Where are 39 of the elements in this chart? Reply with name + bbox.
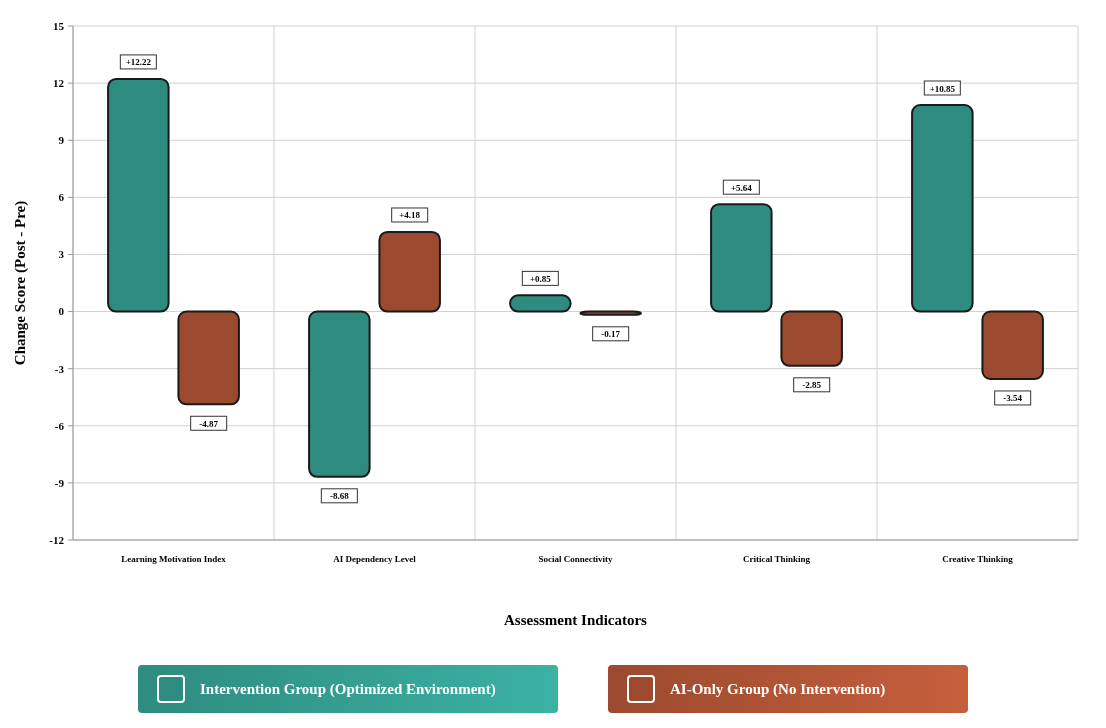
data-label: -4.87 (199, 418, 219, 429)
bar (308, 310, 371, 478)
data-label: +12.22 (125, 57, 152, 68)
bar (509, 294, 572, 313)
y-tick-label: 3 (58, 248, 65, 261)
bar (911, 104, 974, 313)
bar (780, 310, 843, 367)
bar (107, 77, 170, 313)
data-label: -3.54 (1003, 393, 1023, 404)
data-label: +10.85 (929, 83, 956, 94)
legend-label: AI-Only Group (No Intervention) (670, 681, 886, 698)
bar (177, 310, 240, 406)
x-tick-label: Creative Thinking (942, 554, 1014, 564)
y-tick-label: -3 (54, 362, 65, 375)
y-tick-label: 0 (58, 305, 65, 318)
data-label: -2.85 (802, 380, 822, 391)
data-label: +5.64 (730, 182, 753, 193)
bar (579, 310, 642, 316)
bar (981, 310, 1044, 380)
bar (378, 230, 441, 313)
data-label: -8.68 (329, 491, 350, 502)
x-tick-label: AI Dependency Level (333, 554, 417, 564)
y-tick-label: 9 (58, 134, 65, 147)
y-tick-label: -9 (54, 476, 65, 489)
x-tick-label: Critical Thinking (742, 554, 811, 564)
data-label: -0.17 (601, 329, 621, 340)
x-tick-label: Social Connectivity (538, 554, 614, 564)
x-tick-label: Learning Motivation Index (121, 554, 227, 564)
data-label: +4.18 (399, 210, 421, 221)
x-axis-title: Assessment Indicators (504, 612, 648, 628)
y-tick-label: 15 (53, 19, 65, 32)
y-axis-title: Change Score (Post - Pre) (12, 200, 29, 366)
y-tick-label: -6 (54, 419, 65, 432)
y-tick-label: 12 (53, 76, 65, 89)
legend-label: Intervention Group (Optimized Environment) (200, 681, 496, 698)
y-tick-label: -12 (49, 533, 65, 546)
y-tick-label: 6 (58, 191, 65, 204)
data-label: +0.85 (529, 273, 552, 284)
bar (710, 203, 773, 313)
